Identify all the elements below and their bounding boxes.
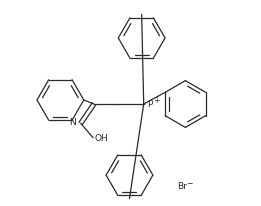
Text: +: + [153, 96, 160, 105]
Text: Br: Br [177, 182, 187, 191]
Text: N: N [69, 118, 76, 127]
Text: −: − [186, 179, 192, 188]
Text: OH: OH [95, 134, 109, 143]
Text: P: P [147, 99, 153, 109]
